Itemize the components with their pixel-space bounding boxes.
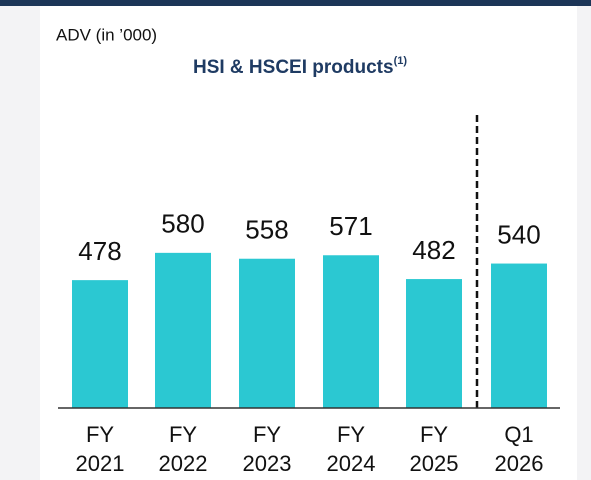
x-tick-label: Q1 2026 [495,422,544,476]
x-tick-line: FY [169,422,197,447]
panel [40,6,577,480]
subtitle-note: (1) [394,55,408,67]
x-tick-line: FY [420,422,448,447]
x-tick-line: Q1 [504,422,533,447]
bar [323,255,379,408]
value-label: 580 [161,209,204,239]
value-label: 558 [245,215,288,245]
value-label: 540 [497,219,540,249]
x-tick-line: 2021 [76,451,125,476]
x-tick-label: FY 2021 [76,422,125,476]
x-tick-label: FY 2022 [159,422,208,476]
chart-title: ADV (in ’000) [56,25,157,44]
bar [239,258,295,408]
x-tick-line: 2024 [327,451,376,476]
x-tick-label: FY 2025 [410,422,459,476]
chart-subtitle: HSI & HSCEI products(1) [193,55,407,78]
top-bar [0,0,591,6]
value-label: 482 [412,235,455,265]
value-label: 478 [78,236,121,266]
x-tick-label: FY 2024 [327,422,376,476]
x-tick-line: 2022 [159,451,208,476]
x-tick-line: 2023 [243,451,292,476]
x-tick-line: FY [253,422,281,447]
bar [491,263,547,408]
subtitle-text: HSI & HSCEI products [193,57,394,78]
bar [72,280,128,408]
x-tick-line: FY [337,422,365,447]
bar [406,279,462,408]
x-tick-line: FY [86,422,114,447]
value-label: 571 [329,211,372,241]
x-tick-line: 2026 [495,451,544,476]
bar [155,252,211,408]
x-tick-line: 2025 [410,451,459,476]
x-tick-label: FY 2023 [243,422,292,476]
